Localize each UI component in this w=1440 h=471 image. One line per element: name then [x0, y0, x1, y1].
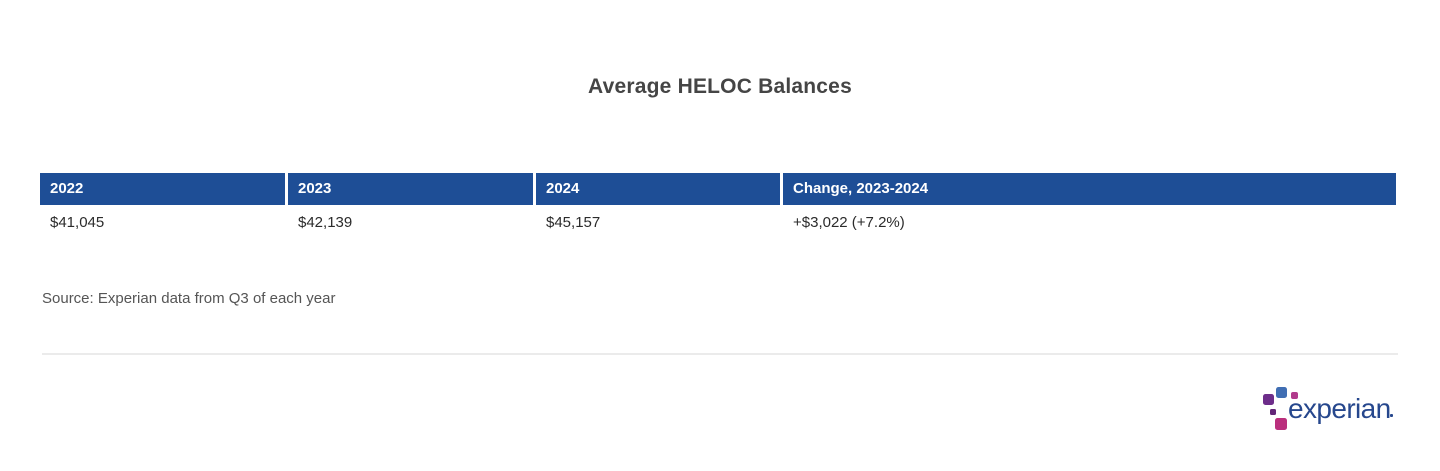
header-cell-2022: 2022: [40, 173, 285, 205]
header-cell-2023: 2023: [288, 173, 533, 205]
logo-block-blue-icon: [1276, 387, 1287, 398]
logo-block-pink-small-icon: [1291, 392, 1298, 399]
header-cell-2024: 2024: [536, 173, 780, 205]
cell-balance-change: +$3,022 (+7.2%): [793, 214, 905, 231]
logo-block-magenta-icon: [1275, 418, 1287, 430]
source-note: Source: Experian data from Q3 of each ye…: [42, 290, 336, 307]
header-cell-change: Change, 2023-2024: [783, 173, 1396, 205]
logo-block-purple-icon: [1263, 394, 1274, 405]
cell-balance-2022: $41,045: [50, 214, 105, 231]
divider: [42, 353, 1398, 355]
cell-balance-2023: $42,139: [298, 214, 353, 231]
experian-logo: experian: [1262, 385, 1394, 437]
experian-blocks-icon: [1262, 385, 1298, 433]
logo-block-purple-small-icon: [1270, 409, 1276, 415]
cell-balance-2024: $45,157: [546, 214, 601, 231]
experian-wordmark: experian: [1288, 393, 1391, 424]
table-header-row: 2022 2023 2024 Change, 2023-2024: [40, 173, 1396, 205]
table-row: $41,045 $42,139 $45,157 +$3,022 (+7.2%): [40, 205, 1396, 235]
trademark-dot-icon: [1390, 414, 1393, 417]
page-title: Average HELOC Balances: [588, 75, 852, 98]
data-table: 2022 2023 2024 Change, 2023-2024 $41,045…: [40, 173, 1396, 235]
